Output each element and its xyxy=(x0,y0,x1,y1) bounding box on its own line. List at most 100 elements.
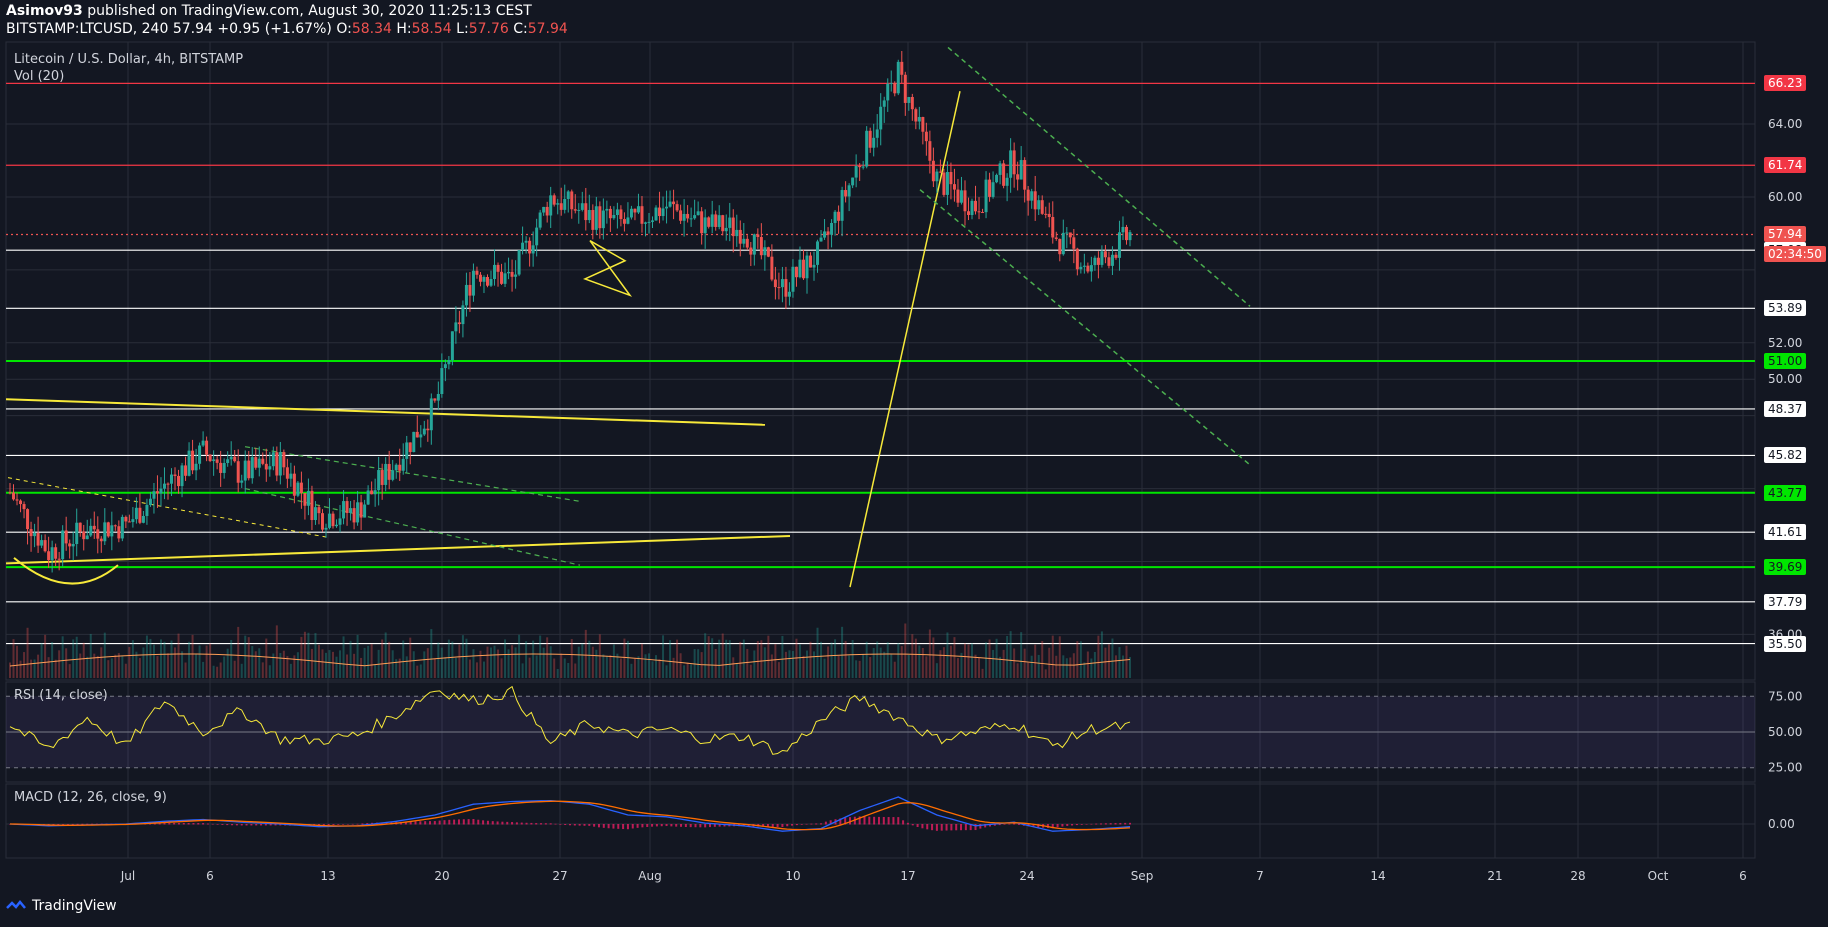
candle-body xyxy=(335,524,339,527)
candle-body xyxy=(166,483,170,485)
volume-bar xyxy=(995,638,998,678)
volume-bar xyxy=(830,642,833,678)
volume-bar xyxy=(1079,641,1082,678)
volume-bar xyxy=(756,641,759,678)
macd-hist-bar xyxy=(342,824,345,825)
volume-bar xyxy=(349,640,352,678)
volume-bar xyxy=(904,623,907,678)
volume-bar xyxy=(170,640,173,678)
macd-hist-bar xyxy=(366,823,369,825)
candle-body xyxy=(398,464,402,471)
volume-bar xyxy=(40,643,43,678)
price-tag: 37.79 xyxy=(1764,593,1807,610)
volume-bar xyxy=(928,629,931,678)
trend-drawings xyxy=(5,46,1251,588)
volume-bar xyxy=(1083,662,1086,678)
volume-bar xyxy=(1037,654,1040,678)
candle-body xyxy=(1019,160,1023,180)
macd-hist-bar xyxy=(622,824,625,830)
volume-bar xyxy=(521,663,524,678)
candle-body xyxy=(1044,213,1048,215)
volume-bar xyxy=(999,656,1002,678)
macd-hist-bar xyxy=(467,819,470,825)
candle-body xyxy=(370,490,374,495)
volume-bar xyxy=(61,636,64,678)
candle-body xyxy=(320,513,324,530)
channel-lower xyxy=(919,189,1251,466)
volume-bar xyxy=(595,649,598,678)
candle-body xyxy=(1072,237,1076,249)
macd-hist-bar xyxy=(998,824,1001,826)
macd-hist-bar xyxy=(675,824,678,827)
candle-body xyxy=(233,456,237,462)
price-tag: 45.82 xyxy=(1764,447,1807,464)
volume-bar xyxy=(1048,647,1051,678)
candle-body xyxy=(654,207,658,221)
rsi-line xyxy=(9,685,1131,755)
volume-bar xyxy=(324,652,327,678)
volume-bar xyxy=(1069,657,1072,678)
candle-body xyxy=(19,500,23,505)
volume-bar xyxy=(949,645,952,678)
tradingview-brand[interactable]: TradingView xyxy=(6,898,117,914)
macd-hist-bar xyxy=(255,824,258,826)
volume-bar xyxy=(942,647,945,678)
volume-bar xyxy=(363,647,366,678)
candle-body xyxy=(1023,160,1027,190)
volume-bar xyxy=(58,650,61,678)
macd-hist-bar xyxy=(327,824,330,826)
candle-body xyxy=(184,465,188,476)
volume-bar xyxy=(159,639,162,678)
rsi-label: RSI (14, close) xyxy=(14,688,108,703)
author-name[interactable]: Asimov93 xyxy=(6,3,83,19)
price-tag: 48.37 xyxy=(1764,400,1807,417)
macd-hist-bar xyxy=(361,823,364,825)
volume-bar xyxy=(644,654,647,678)
candle-body xyxy=(356,502,360,523)
y-tick-label: 50.00 xyxy=(1768,372,1802,386)
volume-bar xyxy=(735,663,738,678)
candle-body xyxy=(1093,257,1097,266)
volume-bar xyxy=(212,665,215,678)
volume-bar xyxy=(1065,658,1068,678)
volume-bar xyxy=(588,640,591,678)
candle-body xyxy=(563,198,567,210)
volume-bar xyxy=(914,638,917,678)
x-tick-label: 27 xyxy=(552,869,567,883)
volume-bar xyxy=(1051,635,1054,678)
candle-body xyxy=(942,172,946,195)
candle-body xyxy=(1040,200,1044,214)
macd-hist-bar xyxy=(525,822,528,825)
volume-bar xyxy=(402,640,405,678)
volume-bar xyxy=(591,646,594,678)
volume-bar xyxy=(86,656,89,678)
volume-bar xyxy=(893,661,896,678)
volume-bar xyxy=(932,637,935,678)
macd-hist-bar xyxy=(173,822,176,825)
volume-bar xyxy=(23,652,26,678)
candle-body xyxy=(959,190,963,203)
macd-hist-bar xyxy=(887,817,890,825)
candle-body xyxy=(236,461,240,483)
macd-hist-bar xyxy=(583,824,586,826)
candle-body xyxy=(61,530,65,560)
volume-bar xyxy=(939,650,942,678)
candle-body xyxy=(738,229,742,244)
candle-body xyxy=(173,474,177,476)
macd-hist-bar xyxy=(501,821,504,825)
candle-body xyxy=(12,492,16,500)
macd-hist-bar xyxy=(636,824,639,828)
chart-svg[interactable]: Jul 6 13 20 27 Aug 10 17 24 Sep 7 14 21 28 Oct 6 64.00 60… xyxy=(0,0,1828,895)
candle-body xyxy=(1058,238,1062,255)
volume-bar xyxy=(813,651,816,678)
candle-body xyxy=(605,208,609,211)
candle-body xyxy=(995,174,999,183)
macd-hist-bar xyxy=(974,824,977,831)
candle-body xyxy=(500,271,504,284)
volume-bar xyxy=(216,666,219,678)
volume-bar xyxy=(577,646,580,678)
open-label: O: xyxy=(336,21,352,37)
volume-bar xyxy=(770,654,773,678)
volume-bar xyxy=(398,658,401,678)
volume-bar xyxy=(426,648,429,678)
